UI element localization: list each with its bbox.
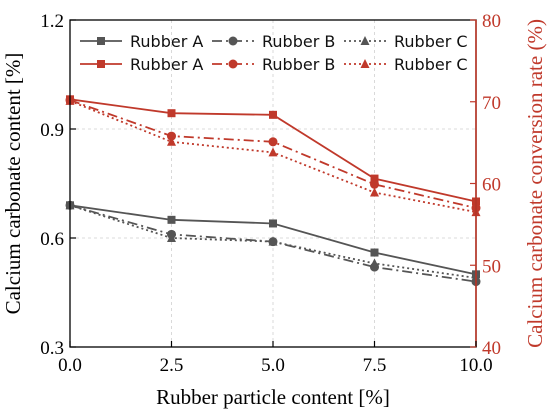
data-point [167, 109, 176, 118]
legend-label: Rubber B [262, 32, 335, 51]
data-point [269, 110, 277, 119]
legend-label: Rubber C [394, 32, 468, 51]
y-right-tick-label: 70 [482, 93, 501, 114]
series-line [69, 204, 477, 279]
legend-item: Rubber A [80, 55, 203, 74]
data-point [370, 248, 379, 257]
legend-marker [360, 59, 370, 68]
x-axis-title: Rubber particle content [%] [156, 385, 390, 409]
legend-marker [360, 36, 370, 45]
x-tick-label: 2.5 [160, 355, 184, 376]
data-point [167, 131, 176, 141]
legend-item: Rubber C [344, 32, 468, 51]
legend: Rubber A Rubber B Rubber C Rubber A Rubber B… [80, 32, 468, 74]
y-right-tick-label: 40 [482, 338, 501, 359]
y-axis-right-title: Calcium carbonate conversion rate (%) [523, 19, 547, 348]
data-point [269, 219, 277, 228]
data-point [370, 179, 379, 189]
data-point [370, 258, 379, 268]
y-left-tick-label: 1.2 [40, 11, 64, 32]
legend-item: Rubber A [80, 32, 203, 51]
data-point [268, 236, 278, 246]
y-right-tick-label: 60 [482, 175, 501, 196]
legend-label: Rubber B [262, 55, 335, 74]
legend-item: Rubber B [212, 55, 335, 74]
legend-label: Rubber C [394, 55, 468, 74]
x-tick-label: 5.0 [261, 355, 285, 376]
data-point [167, 136, 176, 146]
axis-ticks: 0.0 2.5 5.0 7.5 10.0 0.3 0.6 0.9 1.2 40 50 60 70 80 [40, 11, 501, 376]
y-left-tick-label: 0.6 [40, 229, 64, 250]
data-point [268, 137, 278, 147]
data-point [167, 233, 176, 242]
x-tick-label: 10.0 [459, 355, 492, 376]
data-point [167, 215, 176, 224]
x-tick-label: 7.5 [363, 355, 387, 376]
y-right-tick-label: 50 [482, 256, 501, 277]
data-point [370, 187, 379, 197]
legend-marker [228, 36, 238, 46]
legend-label: Rubber A [130, 32, 203, 51]
data-point [268, 147, 278, 157]
y-left-tick-label: 0.3 [40, 338, 64, 359]
data-point [370, 174, 379, 183]
y-right-tick-label: 80 [482, 11, 501, 32]
legend-label: Rubber A [130, 55, 203, 74]
y-axis-left-title: Calcium carbonate content [%] [1, 53, 25, 315]
legend-item: Rubber C [344, 55, 468, 74]
legend-marker [97, 37, 105, 45]
x-tick-label: 0.0 [58, 355, 82, 376]
legend-marker [228, 59, 238, 69]
legend-marker [97, 60, 105, 68]
legend-item: Rubber B [212, 32, 335, 51]
series-conversion-rubber-c [65, 95, 481, 217]
y-left-tick-label: 0.9 [40, 120, 64, 141]
